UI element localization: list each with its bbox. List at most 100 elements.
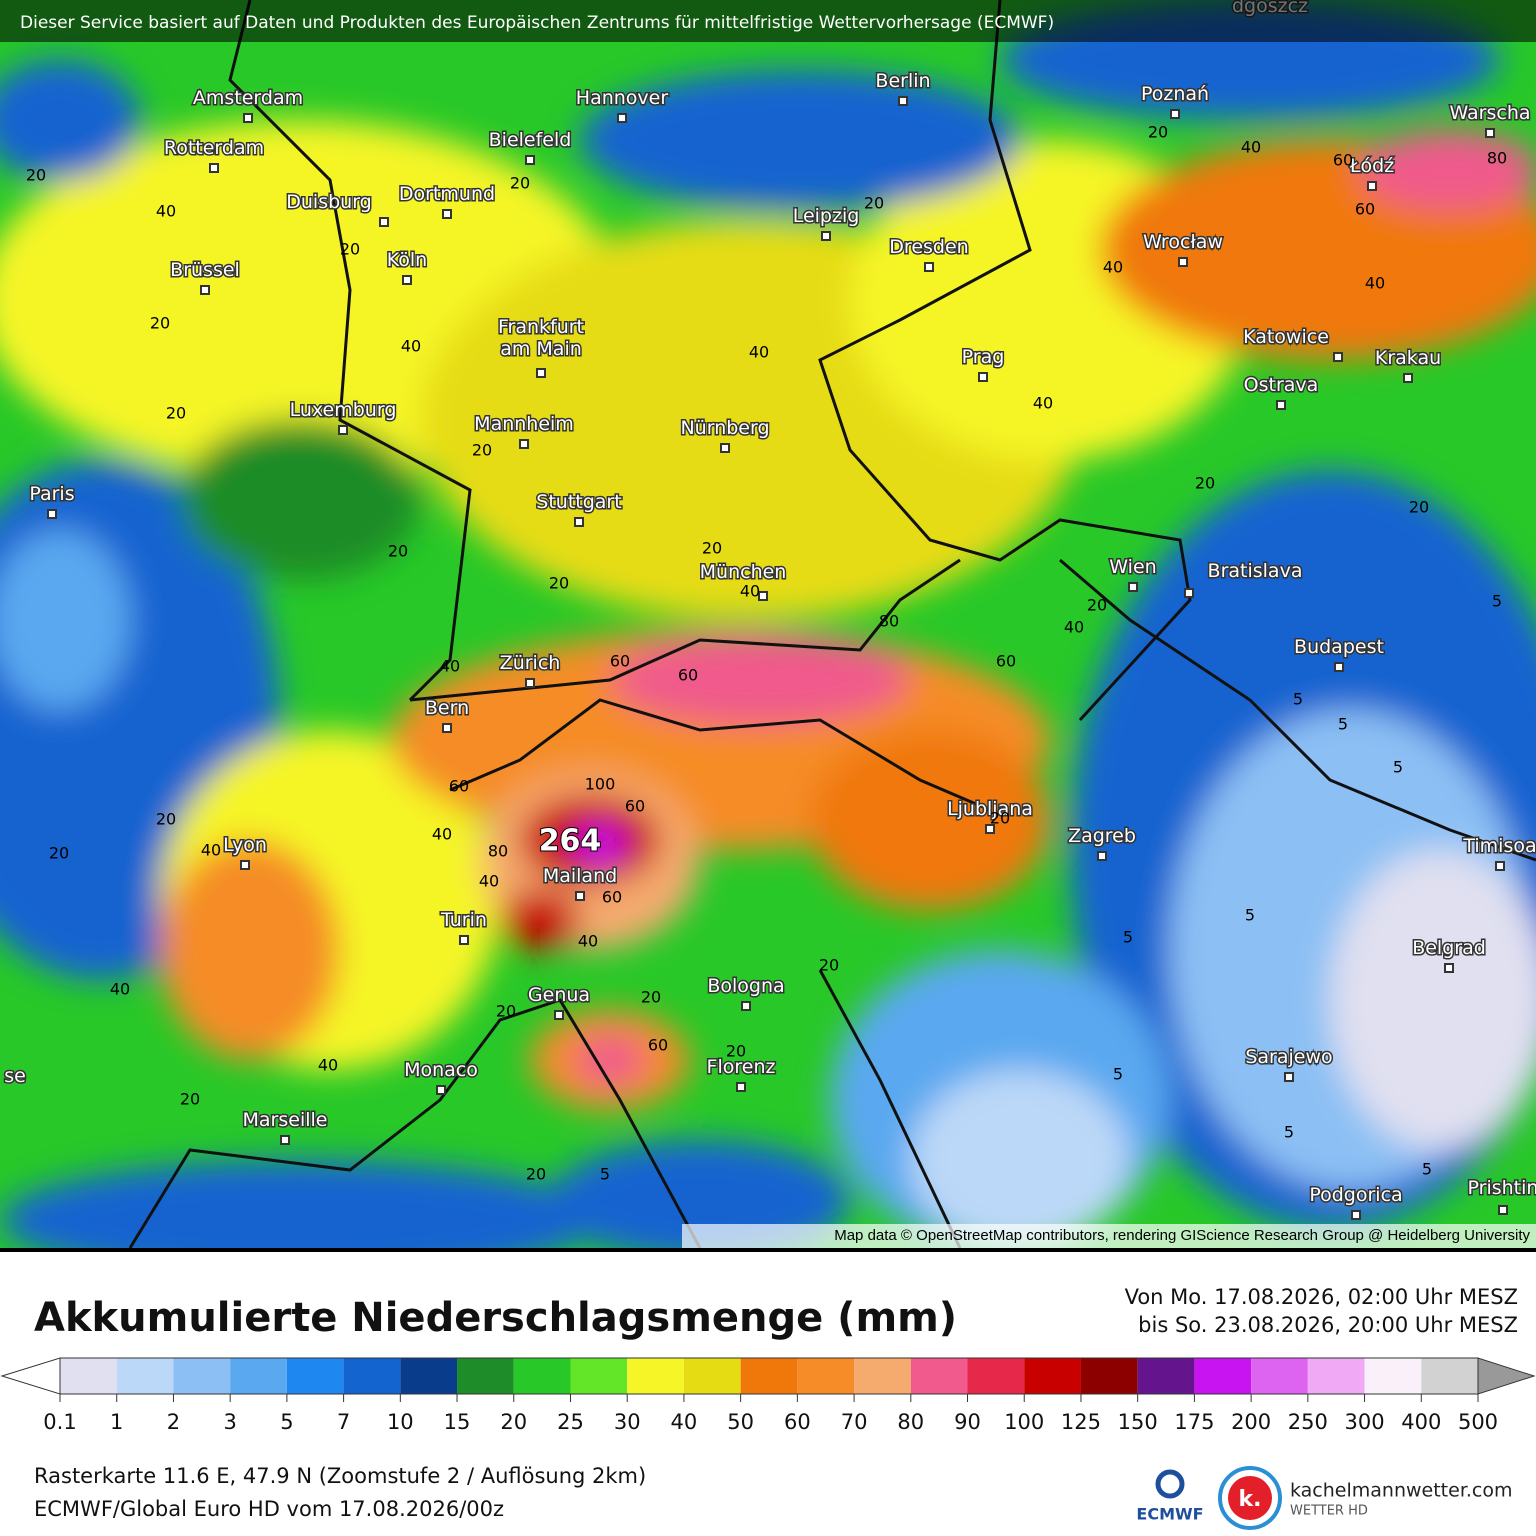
contour-label: 80 bbox=[488, 842, 508, 861]
contour-label: 40 bbox=[1241, 138, 1261, 157]
contour-label: 20 bbox=[864, 194, 884, 213]
contour-label: 40 bbox=[1064, 618, 1084, 637]
city-label: Prag bbox=[962, 346, 1005, 368]
city-marker bbox=[519, 439, 529, 449]
legend-swatch bbox=[230, 1358, 287, 1394]
contour-label: 20 bbox=[1409, 498, 1429, 517]
city-marker bbox=[1128, 582, 1138, 592]
logo-mark: k. bbox=[1239, 1487, 1262, 1512]
legend-swatch bbox=[910, 1358, 968, 1394]
city-marker bbox=[1170, 109, 1180, 119]
legend-tick-label: 200 bbox=[1231, 1410, 1271, 1434]
legend-tick-label: 125 bbox=[1061, 1410, 1101, 1434]
contour-label: 60 bbox=[678, 666, 698, 685]
contour-label: 40 bbox=[740, 582, 760, 601]
city-marker bbox=[898, 96, 908, 106]
city-marker bbox=[554, 1010, 564, 1020]
contour-label: 40 bbox=[156, 202, 176, 221]
contour-label: 20 bbox=[990, 809, 1010, 828]
city-label: Wrocław bbox=[1143, 231, 1223, 253]
contour-label: 40 bbox=[440, 657, 460, 676]
city-marker bbox=[978, 372, 988, 382]
city-label: München bbox=[700, 561, 787, 583]
contour-label: 40 bbox=[432, 825, 452, 844]
legend-tick-label: 70 bbox=[841, 1410, 868, 1434]
city-marker bbox=[47, 509, 57, 519]
contour-label: 60 bbox=[610, 652, 630, 671]
map: dgoszczAmsterdamRotterdamHannoverBerlinP… bbox=[0, 0, 1536, 1248]
city-marker bbox=[402, 275, 412, 285]
city-marker bbox=[758, 591, 768, 601]
legend-swatch bbox=[627, 1358, 684, 1394]
brand: kachelmannwetter.com bbox=[1290, 1480, 1513, 1502]
contour-label: 20 bbox=[510, 174, 530, 193]
attribution-banner bbox=[0, 0, 1536, 42]
city-label: Podgorica bbox=[1309, 1184, 1402, 1206]
kachelmann-logo: k. kachelmannwetter.com WETTER HD bbox=[1218, 1466, 1513, 1530]
city-marker bbox=[985, 824, 995, 834]
contour-label: 5 bbox=[1293, 690, 1303, 709]
city-label: Lyon bbox=[223, 834, 267, 856]
city-label: Krakau bbox=[1375, 347, 1441, 369]
city-marker bbox=[617, 113, 627, 123]
model-info: ECMWF/Global Euro HD vom 17.08.2026/00z bbox=[34, 1497, 504, 1521]
city-label: Turin bbox=[440, 909, 487, 931]
period-to: bis So. 23.08.2026, 20:00 Uhr MESZ bbox=[1138, 1313, 1518, 1337]
legend-tick-label: 1 bbox=[110, 1410, 123, 1434]
city-label: Budapest bbox=[1294, 636, 1384, 658]
city-label: Mannheim bbox=[474, 413, 574, 435]
legend-swatch bbox=[343, 1358, 401, 1394]
city-label: Bologna bbox=[707, 975, 784, 997]
legend-tick-label: 30 bbox=[614, 1410, 641, 1434]
city-label: Rotterdam bbox=[164, 137, 264, 159]
city-marker bbox=[1178, 257, 1188, 267]
legend-swatch bbox=[570, 1358, 628, 1394]
legend-frame bbox=[59, 1357, 1479, 1395]
contour-label: 5 bbox=[1338, 715, 1348, 734]
city-marker bbox=[736, 1082, 746, 1092]
city-marker bbox=[1184, 588, 1194, 598]
contour-label: 5 bbox=[1393, 758, 1403, 777]
peak-label: 264 bbox=[539, 824, 602, 859]
legend-swatch bbox=[740, 1358, 798, 1394]
city-label: Bratislava bbox=[1208, 560, 1303, 582]
credits-bg bbox=[682, 1224, 1536, 1248]
legend-tick-label: 150 bbox=[1118, 1410, 1158, 1434]
contour-label: 5 bbox=[1492, 592, 1502, 611]
contour-label: 80 bbox=[879, 612, 899, 631]
legend-tick-label: 20 bbox=[500, 1410, 527, 1434]
legend-tick-label: 100 bbox=[1004, 1410, 1044, 1434]
contour-label: 20 bbox=[26, 166, 46, 185]
contour-label: 20 bbox=[49, 844, 69, 863]
legend-tick-label: 5 bbox=[280, 1410, 293, 1434]
city-label: Berlin bbox=[875, 70, 930, 92]
precip-field bbox=[0, 0, 1536, 1248]
legend-tick-label: 0.1 bbox=[43, 1410, 76, 1434]
city-marker bbox=[1276, 400, 1286, 410]
legend-tick-label: 175 bbox=[1174, 1410, 1214, 1434]
period-from: Von Mo. 17.08.2026, 02:00 Uhr MESZ bbox=[1125, 1285, 1518, 1309]
borders bbox=[128, 0, 1536, 1248]
legend-tick-label: 25 bbox=[557, 1410, 584, 1434]
city-marker bbox=[1284, 1072, 1294, 1082]
city-label: Marseille bbox=[243, 1109, 328, 1131]
city-label: Mailand bbox=[543, 865, 617, 887]
city-label: am Main bbox=[500, 338, 582, 360]
city-label: Bern bbox=[425, 697, 469, 719]
legend-swatch bbox=[1307, 1358, 1365, 1394]
contour-label: 20 bbox=[496, 1002, 516, 1021]
city-label: Łódź bbox=[1349, 155, 1394, 177]
legend-swatch bbox=[1364, 1358, 1422, 1394]
city-marker bbox=[924, 262, 934, 272]
city-marker bbox=[1495, 861, 1505, 871]
city-marker bbox=[1444, 963, 1454, 973]
legend-tick-label: 400 bbox=[1401, 1410, 1441, 1434]
contour-label: 60 bbox=[625, 797, 645, 816]
city-layer: dgoszczAmsterdamRotterdamHannoverBerlinP… bbox=[3, 0, 1536, 1220]
city-label: Bielefeld bbox=[489, 129, 572, 151]
legend-swatch bbox=[60, 1358, 117, 1394]
city-marker bbox=[1403, 373, 1413, 383]
city-label: Monaco bbox=[404, 1059, 478, 1081]
contour-label: 40 bbox=[318, 1056, 338, 1075]
